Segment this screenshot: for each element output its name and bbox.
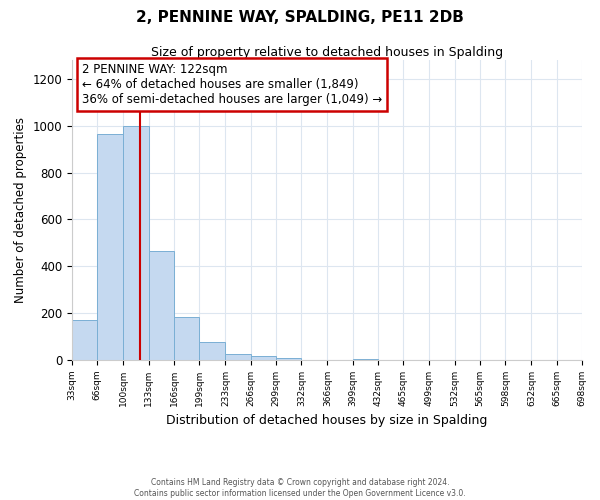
Bar [124,126,149,360]
Text: 2, PENNINE WAY, SPALDING, PE11 2DB: 2, PENNINE WAY, SPALDING, PE11 2DB [136,10,464,25]
Bar [149,251,174,360]
Bar [226,354,251,360]
Bar [72,320,97,360]
Title: Size of property relative to detached houses in Spalding: Size of property relative to detached ho… [151,46,503,59]
Text: Contains HM Land Registry data © Crown copyright and database right 2024.
Contai: Contains HM Land Registry data © Crown c… [134,478,466,498]
Bar [97,134,122,360]
Bar [174,316,199,360]
Bar [353,359,378,360]
X-axis label: Distribution of detached houses by size in Spalding: Distribution of detached houses by size … [166,414,488,428]
Bar [199,342,224,360]
Text: 2 PENNINE WAY: 122sqm
← 64% of detached houses are smaller (1,849)
36% of semi-d: 2 PENNINE WAY: 122sqm ← 64% of detached … [82,63,382,106]
Y-axis label: Number of detached properties: Number of detached properties [14,117,27,303]
Bar [276,358,301,360]
Bar [251,356,276,360]
